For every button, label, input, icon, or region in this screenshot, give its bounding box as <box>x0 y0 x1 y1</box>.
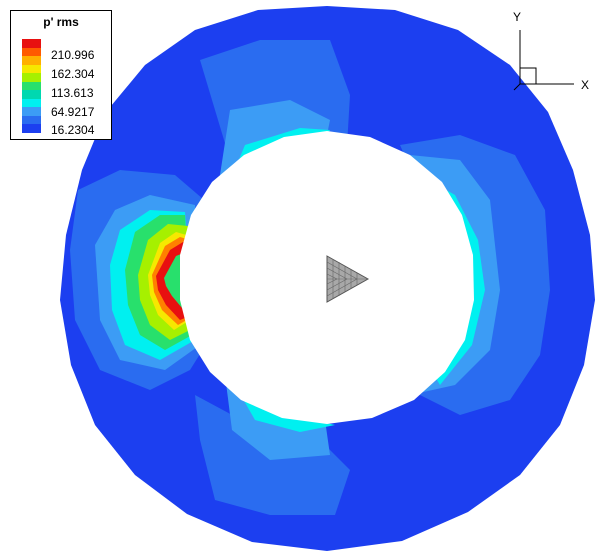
legend-swatch <box>22 124 41 133</box>
legend-level-label: 210.996 <box>51 48 95 62</box>
legend-swatch <box>22 56 41 65</box>
legend-swatch <box>22 107 41 116</box>
contour-cyan <box>420 175 485 385</box>
y-axis-label: Y <box>513 10 522 24</box>
legend-swatch <box>22 90 41 99</box>
x-axis-label: X <box>581 78 590 92</box>
axes-triad <box>513 30 574 91</box>
legend-swatch <box>22 81 41 91</box>
legend-swatch <box>22 47 41 57</box>
triad-box <box>519 67 537 85</box>
z-axis-line <box>513 83 521 91</box>
legend-level-label: 162.304 <box>51 67 95 81</box>
legend-swatch <box>22 115 41 125</box>
legend-swatch <box>22 64 41 74</box>
legend-swatch <box>22 39 41 48</box>
legend-swatch <box>22 98 41 108</box>
legend-level-label: 64.9217 <box>51 105 95 119</box>
legend-level-label: 16.2304 <box>51 123 95 137</box>
legend-swatch <box>22 73 41 82</box>
legend-level-label: 113.613 <box>51 86 94 100</box>
contour-legend: p' rms 210.996 162.304 113.613 64.9217 1… <box>10 10 112 140</box>
legend-title: p' rms <box>43 15 79 29</box>
meshed-body <box>326 255 370 303</box>
